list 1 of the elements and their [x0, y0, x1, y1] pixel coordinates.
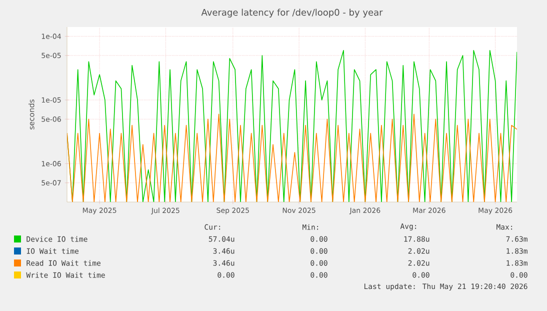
chart-title: Average latency for /dev/loop0 - by year	[201, 8, 383, 18]
